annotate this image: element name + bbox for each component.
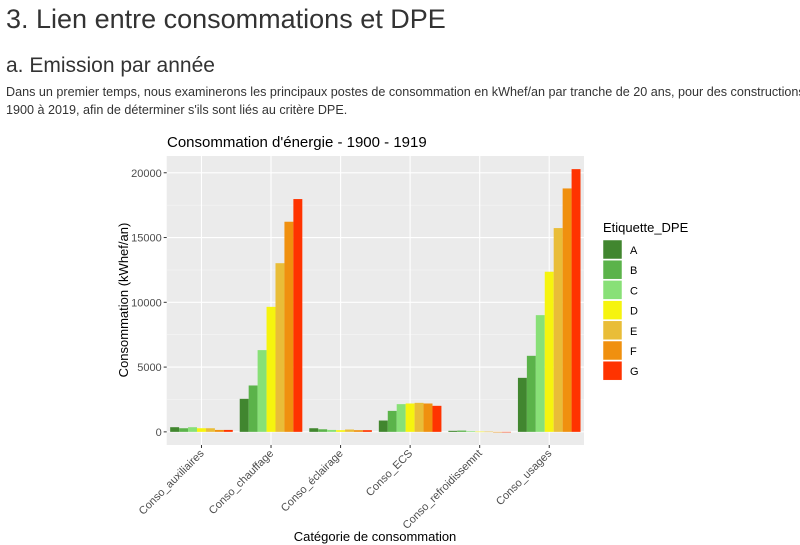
x-tick-label: Conso_auxiliaires [137,447,207,517]
bar-A-Conso_ECS [378,420,388,432]
x-tick-label: Conso_refroidissemnt [401,448,485,532]
legend-key-B [602,259,623,280]
x-tick-label: Conso_usages [494,447,555,508]
bar-A-Conso_éclairage [309,428,319,432]
bar-D-Conso_refroidissemnt [475,431,485,433]
bar-F-Conso_refroidissemnt [493,431,503,433]
bar-G-Conso_refroidissemnt [502,431,511,433]
x-tick-label: Conso_ECS [364,448,415,499]
legend-key-A [602,239,623,260]
legend-key-E [602,320,623,341]
y-tick-label: 5000 [137,362,161,374]
bar-A-Conso_auxiliaires [170,427,180,432]
bar-C-Conso_auxiliaires [188,427,198,432]
section-title: a. Emission par année [6,54,215,77]
chart-title: Consommation d'énergie - 1900 - 1919 [167,134,427,151]
page-title: 3. Lien entre consommations et DPE [6,4,446,34]
legend-key-C [602,280,623,300]
bar-E-Conso_chauffage [275,263,285,432]
bar-B-Conso_chauffage [248,385,258,432]
bar-G-Conso_chauffage [293,199,303,432]
bar-C-Conso_chauffage [257,350,267,432]
intro-paragraph: Dans un premier temps, nous examinerons … [6,83,800,119]
y-tick-label: 0 [156,427,162,439]
bar-D-Conso_ECS [405,403,415,432]
legend-label-A: A [630,245,638,257]
bar-F-Conso_chauffage [284,221,294,432]
bar-B-Conso_refroidissemnt [457,430,467,432]
legend-label-C: C [630,285,638,297]
bar-G-Conso_ECS [432,405,442,432]
bar-D-Conso_éclairage [336,430,346,432]
bar-F-Conso_ECS [423,403,433,432]
legend-key-F [602,340,623,361]
bar-A-Conso_chauffage [239,398,249,432]
bar-C-Conso_éclairage [327,429,337,432]
x-tick-label: Conso_chauffage [207,448,276,517]
bar-D-Conso_usages [544,271,554,432]
bar-G-Conso_auxiliaires [223,429,233,432]
bar-D-Conso_chauffage [266,306,276,432]
plot-panel [166,156,584,445]
legend-label-E: E [630,326,637,338]
y-tick-label: 15000 [131,233,162,245]
bar-C-Conso_refroidissemnt [466,431,476,432]
bar-F-Conso_usages [562,188,572,432]
bar-E-Conso_refroidissemnt [484,431,494,433]
bar-A-Conso_usages [517,377,527,432]
y-tick-label: 20000 [131,168,162,180]
bar-E-Conso_éclairage [345,429,354,432]
bar-E-Conso_ECS [414,402,424,432]
legend-label-F: F [630,346,637,358]
legend-label-B: B [630,265,637,277]
y-axis-title: Consommation (kWhef/an) [116,223,131,378]
bar-B-Conso_auxiliaires [179,428,189,432]
bar-B-Conso_ECS [387,410,397,432]
legend-label-G: G [630,366,639,378]
bar-C-Conso_ECS [396,404,406,432]
legend-title: Etiquette_DPE [603,220,689,235]
legend-key-G [602,360,623,381]
bar-F-Conso_auxiliaires [214,429,224,432]
x-tick-label: Conso_éclairage [279,448,346,515]
paragraph-line-1: Dans un premier temps, nous examinerons … [6,85,800,99]
bar-E-Conso_usages [553,228,563,432]
bar-G-Conso_éclairage [362,430,372,432]
bar-F-Conso_éclairage [353,430,363,432]
paragraph-line-2: 1900 à 2019, afin de déterminer s'ils so… [6,103,348,117]
legend-label-D: D [630,306,638,318]
bar-C-Conso_usages [535,315,545,432]
bar-E-Conso_auxiliaires [205,428,215,432]
bar-B-Conso_éclairage [318,429,328,432]
bar-D-Conso_auxiliaires [197,428,206,432]
legend-key-D [602,300,623,320]
bar-B-Conso_usages [526,355,536,432]
bar-G-Conso_usages [571,169,581,432]
x-axis-title: Catégorie de consommation [294,529,457,544]
bar-A-Conso_refroidissemnt [448,430,458,432]
y-tick-label: 10000 [131,297,162,309]
